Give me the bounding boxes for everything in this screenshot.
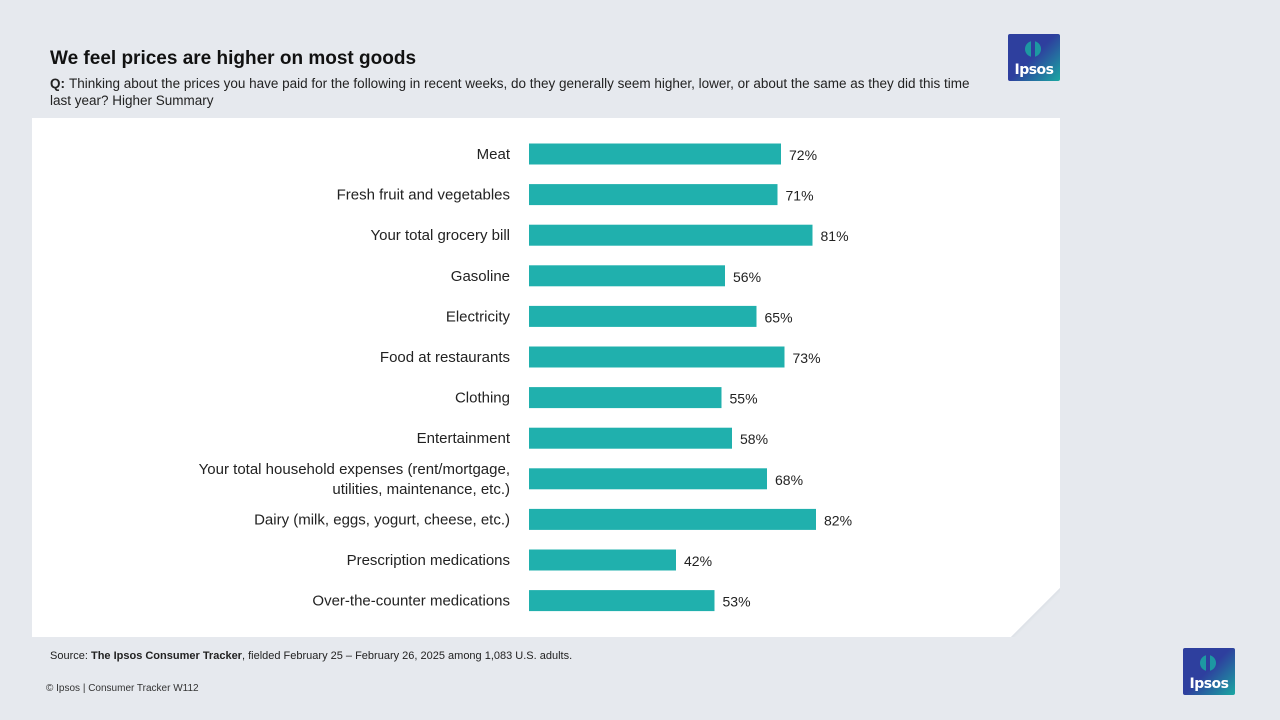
category-label: Fresh fruit and vegetables [337,187,510,204]
category-label: Clothing [455,390,510,407]
question-text: Q: Thinking about the prices you have pai… [50,75,970,109]
value-label: 65% [765,309,793,325]
value-label: 68% [775,472,803,488]
category-label: utilities, maintenance, etc.) [332,481,510,498]
bar [529,305,757,327]
category-label: Your total household expenses (rent/mort… [199,461,510,478]
value-label: 42% [684,553,712,569]
category-label: Food at restaurants [380,349,510,366]
bar [529,427,732,449]
ipsos-logo-icon: Ipsos [1183,648,1235,695]
ipsos-mark-icon [1025,41,1041,57]
bar [529,143,781,165]
bar [529,224,813,246]
value-label: 72% [789,147,817,163]
bar [529,508,816,530]
bar [529,346,785,368]
value-label: 71% [786,188,814,204]
source-suffix: , fielded February 25 – February 26, 202… [241,650,573,662]
category-label: Gasoline [451,268,510,285]
bar [529,387,722,409]
category-label: Entertainment [417,430,511,447]
value-label: 53% [723,594,751,610]
bar [529,549,676,571]
source-name: The Ipsos Consumer Tracker [90,650,242,662]
question-body: Thinking about the prices you have paid … [50,76,970,108]
category-label: Electricity [446,308,511,325]
question-label: Q: [50,76,65,91]
value-label: 58% [740,431,768,447]
bar [529,468,767,490]
category-label: Dairy (milk, eggs, yogurt, cheese, etc.) [254,511,510,528]
logo-wordmark: Ipsos [1189,676,1229,692]
bar [529,590,715,612]
source-note: Source: The Ipsos Consumer Tracker, fiel… [50,650,572,662]
category-label: Meat [477,146,511,163]
category-label: Over-the-counter medications [312,593,510,610]
bar [529,184,778,206]
source-prefix: Source: [50,650,91,662]
footer-copyright: © Ipsos | Consumer Tracker W112 [46,683,199,694]
category-label: Prescription medications [347,552,510,569]
ipsos-logo-icon: Ipsos [1008,34,1060,81]
bar [529,265,725,287]
value-label: 82% [824,512,852,528]
value-label: 55% [730,391,758,407]
category-label: Your total grocery bill [370,227,510,244]
value-label: 81% [821,228,849,244]
chart-title: We feel prices are higher on most goods [50,48,417,69]
bar-chart: Meat 72% Fresh fruit and vegetables 71% Your… [199,143,852,612]
value-label: 73% [793,350,821,366]
value-label: 56% [733,269,761,285]
ipsos-mark-icon [1200,655,1216,671]
logo-wordmark: Ipsos [1014,62,1054,78]
